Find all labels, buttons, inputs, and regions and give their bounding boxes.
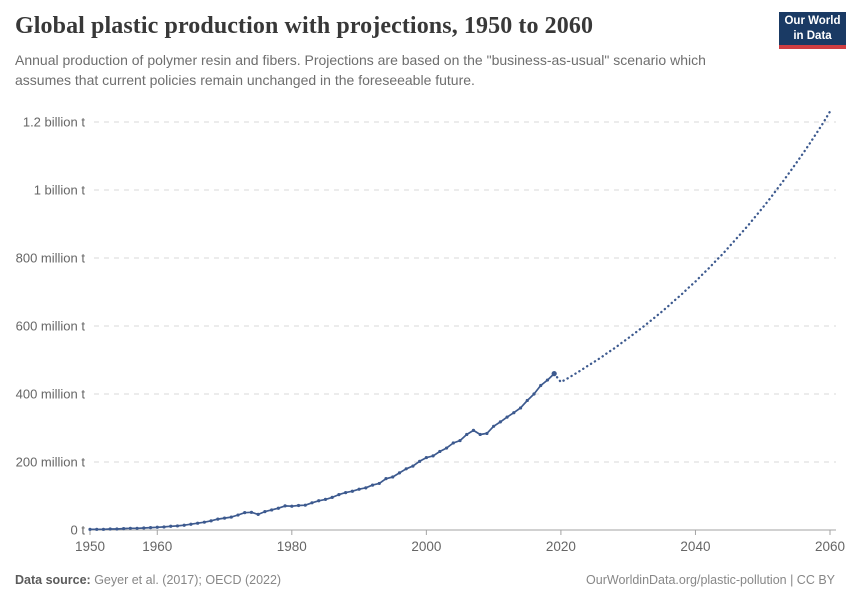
svg-text:0 t: 0 t [71,523,86,538]
svg-text:2020: 2020 [546,539,576,554]
svg-text:1980: 1980 [277,539,307,554]
owid-url-link[interactable]: OurWorldinData.org/plastic-pollution | C… [586,573,835,587]
chart-footer: Data source: Geyer et al. (2017); OECD (… [15,573,835,587]
svg-text:1960: 1960 [142,539,172,554]
svg-text:1 billion t: 1 billion t [34,183,86,198]
svg-text:800 million t: 800 million t [16,251,86,266]
svg-text:1.2 billion t: 1.2 billion t [23,115,86,130]
owid-logo: Our World in Data [779,12,846,49]
owid-logo-line2: in Data [793,29,832,42]
data-source-label: Data source: [15,573,91,587]
svg-text:200 million t: 200 million t [16,455,86,470]
owid-logo-line1: Our World [784,15,841,28]
data-source-text: Geyer et al. (2017); OECD (2022) [90,573,282,587]
chart-subtitle: Annual production of polymer resin and f… [15,52,706,88]
svg-text:600 million t: 600 million t [16,319,86,334]
svg-text:400 million t: 400 million t [16,387,86,402]
svg-text:1950: 1950 [75,539,105,554]
svg-text:2040: 2040 [680,539,710,554]
svg-text:2000: 2000 [411,539,441,554]
data-source: Data source: Geyer et al. (2017); OECD (… [15,573,281,587]
svg-text:2060: 2060 [815,539,845,554]
page-title: Global plastic production with projectio… [15,13,594,39]
